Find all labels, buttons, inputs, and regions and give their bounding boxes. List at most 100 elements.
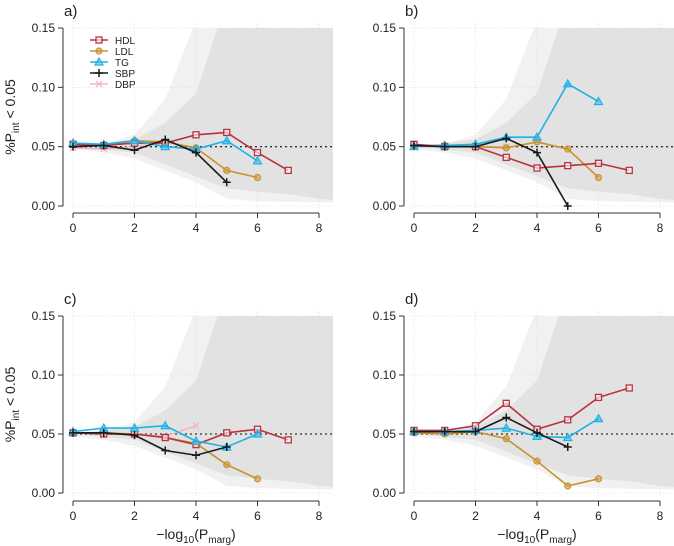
- panel-c: 0.00 0.05 0.10 0.15 0 2 4 6 8 c) %Pint < 0.05 −log1…: [2, 291, 333, 546]
- circle-marker: [564, 145, 572, 153]
- circle-marker: [253, 475, 262, 483]
- x-tick-label: 0: [411, 509, 418, 523]
- y-tick-label: 0.00: [373, 199, 397, 213]
- plus-marker: [130, 146, 139, 155]
- square-marker: [223, 429, 231, 437]
- circle-marker: [502, 144, 510, 152]
- panel-label: c): [64, 291, 77, 308]
- x-axis-label: −log10(Pmarg): [156, 526, 235, 546]
- plus-marker: [533, 428, 541, 437]
- xlabel-part: marg: [549, 535, 572, 546]
- null-band-inner: [414, 28, 674, 201]
- y-tick-label: 0.00: [32, 486, 56, 500]
- xlabel-part: (P: [535, 526, 549, 542]
- triangle-marker: [562, 78, 573, 88]
- plus-marker: [471, 427, 480, 436]
- square-marker: [95, 36, 103, 44]
- plus-marker: [69, 428, 77, 437]
- y-tick-label: 0.05: [32, 140, 56, 154]
- square-marker: [564, 162, 572, 170]
- plus-marker: [130, 431, 139, 440]
- x-tick-label: 6: [254, 509, 261, 523]
- cross-marker: [95, 80, 103, 88]
- series-sbp: [69, 135, 231, 187]
- panel-label: d): [405, 291, 418, 308]
- x-tick-label: 8: [657, 221, 664, 235]
- circle-marker: [594, 173, 603, 182]
- circle-marker: [223, 166, 231, 174]
- plus-marker: [440, 142, 449, 151]
- xlabel-part: 10: [524, 535, 536, 546]
- x-tick-label: 0: [411, 221, 418, 235]
- square-marker: [502, 399, 510, 407]
- plus-marker: [222, 178, 231, 187]
- plus-marker: [440, 427, 449, 436]
- plus-marker: [563, 202, 572, 210]
- panel-d: 0.00 0.05 0.10 0.15 0 2 4 6 8 d) −log10(Pmarg): [373, 291, 674, 546]
- x-axis-label: −log10(Pmarg): [497, 526, 576, 546]
- xlabel-part: marg: [208, 535, 231, 546]
- square-marker: [284, 436, 292, 444]
- ylabel-main: %P: [2, 420, 18, 442]
- square-marker: [284, 166, 292, 175]
- triangle-marker: [129, 135, 140, 145]
- plus-marker: [192, 451, 200, 460]
- legend-label: TG: [115, 58, 129, 69]
- x-tick-label: 2: [131, 221, 138, 235]
- series-sbp: [410, 413, 572, 451]
- square-marker: [564, 416, 572, 424]
- xlabel-part: −log: [156, 526, 183, 542]
- plus-marker: [161, 135, 170, 144]
- y-tick-label: 0.05: [373, 427, 397, 441]
- y-tick-label: 0.10: [373, 80, 397, 94]
- triangle-marker: [562, 432, 573, 442]
- series-line-hdl: [414, 387, 630, 432]
- circle-marker: [533, 457, 541, 465]
- triangle-marker: [531, 131, 543, 141]
- square-marker: [594, 393, 603, 402]
- xlabel-part: 10: [183, 535, 195, 546]
- plus-marker: [161, 446, 170, 455]
- xlabel-part: ): [572, 526, 577, 542]
- plus-marker: [222, 442, 231, 451]
- plus-marker: [563, 442, 572, 451]
- x-tick-label: 4: [534, 509, 541, 523]
- plus-marker: [502, 413, 511, 422]
- legend-label: DBP: [115, 80, 136, 91]
- y-tick-label: 0.00: [32, 199, 56, 213]
- circle-marker: [502, 435, 510, 443]
- series-line-sbp: [72, 138, 228, 183]
- ylabel-sub: int: [11, 410, 22, 421]
- x-tick-label: 4: [193, 509, 200, 523]
- xlabel-part: −log: [497, 526, 524, 542]
- plus-marker: [69, 142, 77, 151]
- triangle-marker: [593, 413, 604, 423]
- square-marker: [625, 166, 633, 175]
- triangle-marker: [160, 420, 171, 430]
- triangle-marker: [129, 422, 140, 432]
- panel-a: 0.00 0.05 0.10 0.15 0 2 4 6 8 a) %Pint < 0.05 HDLLD…: [2, 3, 333, 235]
- y-tick-label: 0.00: [373, 486, 397, 500]
- circle-marker: [95, 47, 103, 55]
- xlabel-part: (P: [194, 526, 208, 542]
- x-tick-label: 6: [254, 221, 261, 235]
- triangle-marker: [93, 56, 105, 66]
- ylabel-tail: < 0.05: [2, 367, 18, 410]
- triangle-marker: [252, 428, 263, 438]
- y-tick-label: 0.15: [32, 309, 56, 323]
- plus-marker: [471, 142, 480, 151]
- y-tick-label: 0.15: [373, 21, 397, 35]
- circle-marker: [594, 475, 603, 483]
- series-line-sbp: [73, 432, 227, 457]
- null-band-inner: [73, 316, 333, 488]
- square-marker: [161, 433, 169, 442]
- square-marker: [502, 153, 510, 161]
- x-tick-label: 6: [595, 509, 602, 523]
- square-marker: [192, 131, 200, 139]
- circle-marker: [223, 461, 231, 469]
- x-tick-label: 8: [657, 509, 664, 523]
- ylabel-sub: int: [11, 122, 22, 133]
- legend-label: SBP: [115, 69, 135, 80]
- null-band-inner: [414, 316, 674, 488]
